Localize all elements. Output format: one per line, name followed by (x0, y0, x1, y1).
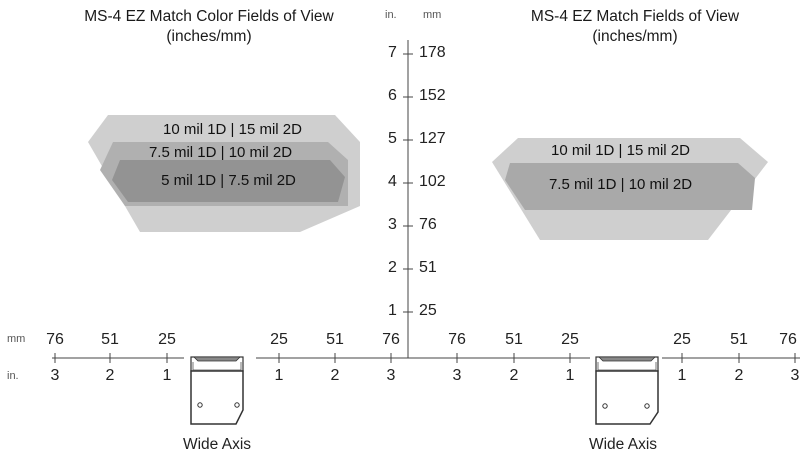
right-zone-inner (505, 163, 755, 210)
right-title-line1: MS-4 EZ Match Fields of View (530, 8, 740, 25)
v-tick-mm-51: 51 (419, 259, 437, 276)
h-mm-mid-76: 76 (382, 331, 400, 348)
left-zone-inner (112, 160, 345, 202)
left-title-line1: MS-4 EZ Match Color Fields of View (84, 8, 334, 25)
left-caption: Wide Axis (182, 436, 252, 453)
v-tick-in-7: 7 (388, 44, 397, 61)
h-in-mid-2: 2 (330, 367, 340, 384)
vertical-unit-mm: mm (423, 9, 442, 21)
h-mm-right-25: 25 (561, 331, 579, 348)
right-zone-label-inner: 7.5 mil 1D | 10 mil 2D (548, 176, 693, 193)
h-in-mid-1: 1 (274, 367, 284, 384)
horizontal-unit-mm: mm (7, 333, 26, 345)
v-tick-in-1: 1 (388, 302, 397, 319)
left-title-line2: (inches/mm) (166, 28, 252, 45)
right-title-line2: (inches/mm) (592, 28, 678, 45)
right-caption: Wide Axis (588, 436, 658, 453)
right-title: MS-4 EZ Match Fields of View (inches/mm) (490, 8, 780, 46)
v-tick-mm-76: 76 (419, 216, 437, 233)
left-zone-label-inner: 5 mil 1D | 7.5 mil 2D (161, 172, 296, 189)
v-tick-in-2: 2 (388, 259, 397, 276)
right-scanner-device (595, 356, 659, 425)
h-in-right-1: 1 (565, 367, 575, 384)
h-in-left-1: 1 (162, 367, 172, 384)
h-in-far-3: 3 (790, 367, 800, 384)
h-mm-mid-51: 51 (326, 331, 344, 348)
horizontal-axis-ticks (54, 353, 796, 363)
h-mm-far-25: 25 (673, 331, 691, 348)
h-in-mid-3: 3 (386, 367, 396, 384)
h-mm-mid-25: 25 (270, 331, 288, 348)
v-tick-mm-25: 25 (419, 302, 437, 319)
left-scanner-device (190, 356, 244, 425)
v-tick-mm-102: 102 (419, 173, 446, 190)
v-tick-mm-152: 152 (419, 87, 446, 104)
horizontal-unit-in: in. (7, 370, 19, 382)
left-zone-label-middle: 7.5 mil 1D | 10 mil 2D (148, 144, 293, 161)
h-mm-far-51: 51 (730, 331, 748, 348)
v-tick-in-3: 3 (388, 216, 397, 233)
v-tick-in-6: 6 (388, 87, 397, 104)
h-mm-left-76: 76 (46, 331, 64, 348)
vertical-axis-ticks (403, 53, 413, 313)
h-mm-left-25: 25 (158, 331, 176, 348)
h-mm-right-76: 76 (448, 331, 466, 348)
h-in-left-3: 3 (50, 367, 60, 384)
h-mm-right-51: 51 (505, 331, 523, 348)
v-tick-in-5: 5 (388, 130, 397, 147)
v-tick-mm-127: 127 (419, 130, 446, 147)
h-mm-left-51: 51 (101, 331, 119, 348)
h-in-left-2: 2 (105, 367, 115, 384)
vertical-unit-in: in. (385, 9, 397, 21)
left-title: MS-4 EZ Match Color Fields of View (inch… (40, 8, 378, 46)
h-in-right-3: 3 (452, 367, 462, 384)
h-mm-far-76: 76 (779, 331, 797, 348)
v-tick-mm-178: 178 (419, 44, 446, 61)
h-in-far-2: 2 (734, 367, 744, 384)
right-zone-label-outer: 10 mil 1D | 15 mil 2D (551, 142, 690, 159)
left-zone-label-outer: 10 mil 1D | 15 mil 2D (163, 121, 302, 138)
h-in-far-1: 1 (677, 367, 687, 384)
h-in-right-2: 2 (509, 367, 519, 384)
v-tick-in-4: 4 (388, 173, 397, 190)
